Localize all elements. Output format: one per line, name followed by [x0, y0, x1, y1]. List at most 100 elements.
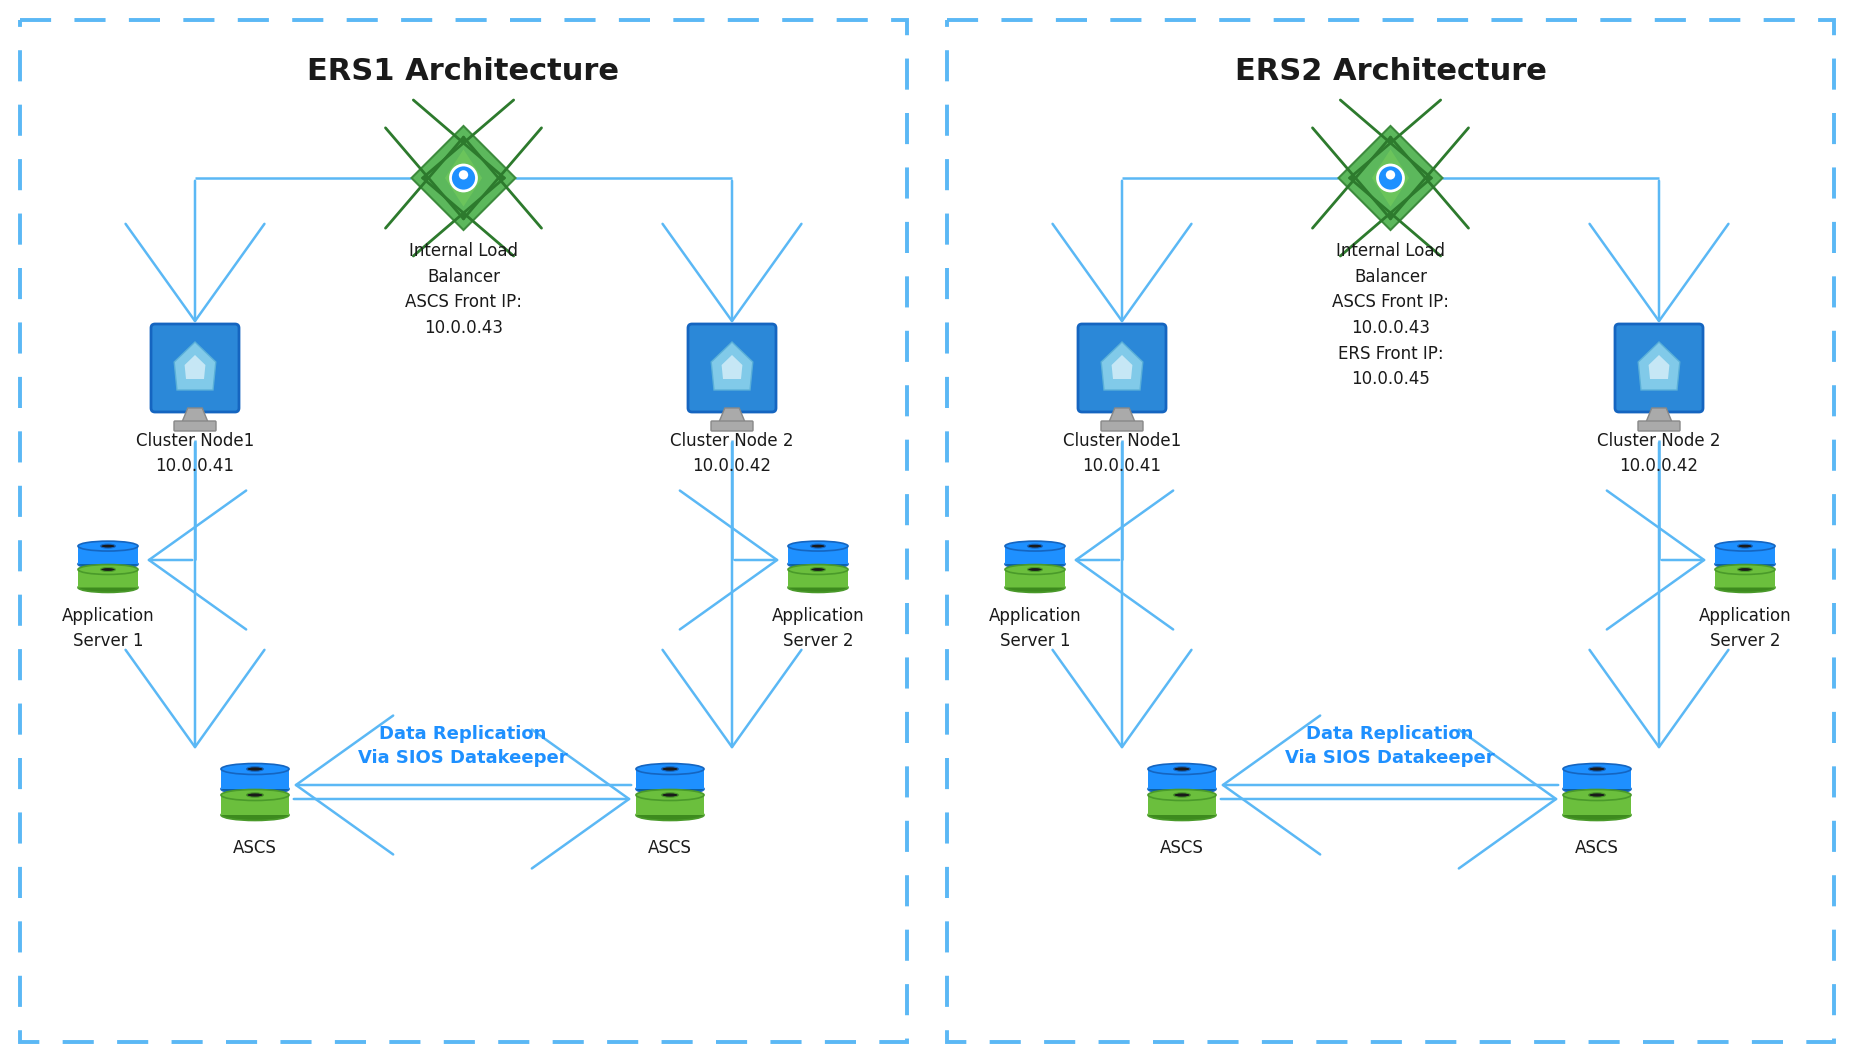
Polygon shape [712, 342, 753, 390]
Ellipse shape [247, 793, 263, 798]
Ellipse shape [1005, 565, 1064, 575]
FancyBboxPatch shape [788, 569, 847, 587]
Text: ERS2 Architecture: ERS2 Architecture [1235, 57, 1546, 86]
Polygon shape [719, 408, 745, 422]
Text: Application
Server 1: Application Server 1 [61, 607, 154, 650]
Ellipse shape [1027, 567, 1042, 571]
Ellipse shape [636, 809, 705, 821]
FancyBboxPatch shape [1715, 546, 1774, 564]
Text: ASCS: ASCS [1161, 839, 1203, 857]
FancyBboxPatch shape [1148, 795, 1216, 815]
Ellipse shape [1563, 764, 1632, 774]
Ellipse shape [1005, 560, 1064, 569]
FancyBboxPatch shape [150, 324, 239, 412]
FancyBboxPatch shape [221, 795, 289, 815]
Ellipse shape [78, 560, 137, 569]
Circle shape [1378, 165, 1403, 191]
Ellipse shape [1715, 583, 1774, 593]
Text: Internal Load
Balancer
ASCS Front IP:
10.0.0.43
ERS Front IP:
10.0.0.45: Internal Load Balancer ASCS Front IP: 10… [1331, 242, 1450, 389]
Ellipse shape [1589, 767, 1606, 771]
FancyBboxPatch shape [636, 795, 705, 815]
Ellipse shape [1563, 809, 1632, 821]
FancyBboxPatch shape [78, 546, 137, 564]
FancyBboxPatch shape [174, 421, 217, 431]
FancyBboxPatch shape [78, 569, 137, 587]
Polygon shape [182, 408, 208, 422]
Ellipse shape [1148, 764, 1216, 774]
Polygon shape [721, 355, 742, 379]
FancyBboxPatch shape [688, 324, 777, 412]
Circle shape [451, 165, 476, 191]
Ellipse shape [1589, 793, 1606, 798]
Ellipse shape [78, 583, 137, 593]
Polygon shape [1112, 355, 1133, 379]
Ellipse shape [636, 784, 705, 794]
FancyBboxPatch shape [1101, 421, 1144, 431]
FancyBboxPatch shape [1563, 795, 1632, 815]
Text: Cluster Node1
10.0.0.41: Cluster Node1 10.0.0.41 [1062, 432, 1181, 475]
Polygon shape [1109, 408, 1135, 422]
Text: Application
Server 2: Application Server 2 [1698, 607, 1791, 650]
FancyBboxPatch shape [1005, 569, 1064, 587]
Text: Cluster Node 2
10.0.0.42: Cluster Node 2 10.0.0.42 [671, 432, 794, 475]
Text: Data Replication
Via SIOS Datakeeper: Data Replication Via SIOS Datakeeper [358, 725, 567, 767]
FancyBboxPatch shape [636, 769, 705, 789]
Polygon shape [1372, 150, 1409, 207]
Ellipse shape [221, 764, 289, 774]
FancyBboxPatch shape [1148, 769, 1216, 789]
Ellipse shape [1148, 809, 1216, 821]
Ellipse shape [1005, 542, 1064, 551]
Ellipse shape [788, 542, 847, 551]
FancyBboxPatch shape [1637, 421, 1680, 431]
Ellipse shape [1737, 567, 1752, 571]
Ellipse shape [1737, 544, 1752, 548]
Polygon shape [1646, 408, 1672, 422]
Ellipse shape [636, 764, 705, 774]
Ellipse shape [788, 560, 847, 569]
Ellipse shape [1715, 560, 1774, 569]
Bar [20, 20, 907, 1042]
FancyBboxPatch shape [1615, 324, 1704, 412]
Polygon shape [1639, 342, 1680, 390]
Ellipse shape [221, 784, 289, 794]
Ellipse shape [1715, 542, 1774, 551]
Polygon shape [185, 355, 206, 379]
Ellipse shape [788, 565, 847, 575]
Text: ERS1 Architecture: ERS1 Architecture [308, 57, 619, 86]
Ellipse shape [662, 793, 679, 798]
Text: ASCS: ASCS [1576, 839, 1619, 857]
Polygon shape [174, 342, 215, 390]
Text: Data Replication
Via SIOS Datakeeper: Data Replication Via SIOS Datakeeper [1285, 725, 1494, 767]
Ellipse shape [810, 544, 825, 548]
FancyBboxPatch shape [710, 421, 753, 431]
FancyBboxPatch shape [221, 769, 289, 789]
Ellipse shape [1027, 544, 1042, 548]
Ellipse shape [1174, 767, 1190, 771]
Ellipse shape [247, 767, 263, 771]
Polygon shape [1339, 126, 1442, 230]
Text: ASCS: ASCS [649, 839, 692, 857]
Ellipse shape [1148, 784, 1216, 794]
FancyBboxPatch shape [788, 546, 847, 564]
Ellipse shape [221, 809, 289, 821]
Ellipse shape [1563, 784, 1632, 794]
Ellipse shape [1005, 583, 1064, 593]
FancyBboxPatch shape [1005, 546, 1064, 564]
Ellipse shape [221, 789, 289, 801]
Bar [947, 20, 1834, 1042]
Ellipse shape [810, 567, 825, 571]
Text: Application
Server 2: Application Server 2 [771, 607, 864, 650]
Ellipse shape [1715, 565, 1774, 575]
Polygon shape [412, 126, 515, 230]
Circle shape [458, 170, 469, 179]
Ellipse shape [1174, 793, 1190, 798]
FancyBboxPatch shape [1715, 569, 1774, 587]
Circle shape [1385, 170, 1396, 179]
FancyBboxPatch shape [1563, 769, 1632, 789]
Ellipse shape [100, 544, 115, 548]
Ellipse shape [788, 583, 847, 593]
Ellipse shape [662, 767, 679, 771]
Ellipse shape [78, 565, 137, 575]
Ellipse shape [1563, 789, 1632, 801]
Ellipse shape [636, 789, 705, 801]
